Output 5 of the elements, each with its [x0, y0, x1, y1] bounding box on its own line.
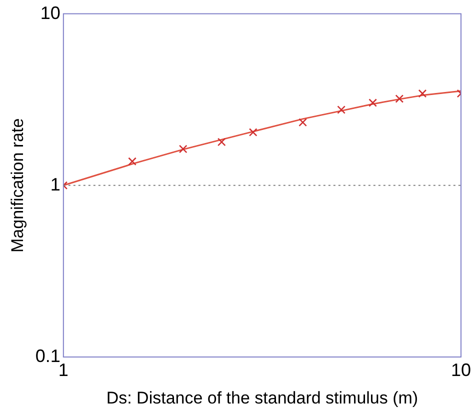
y-tick-label: 1 [50, 174, 60, 194]
y-tick-label: 0.1 [35, 346, 60, 366]
y-tick-label: 10 [40, 2, 60, 23]
y-axis-title: Magnification rate [8, 118, 27, 252]
x-axis-title: Ds: Distance of the standard stimulus (m) [106, 388, 418, 408]
